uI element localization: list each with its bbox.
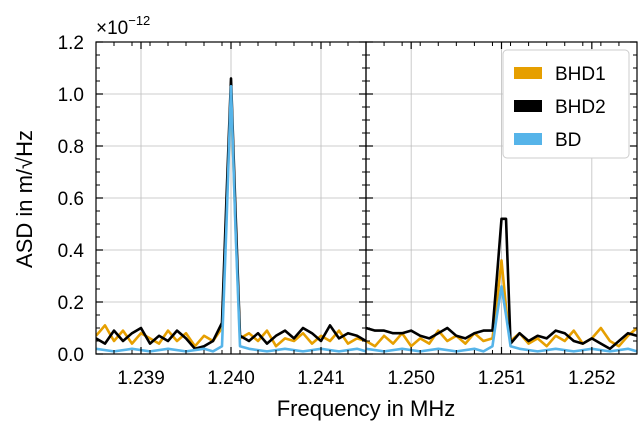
legend-label-bhd1: BHD1 bbox=[555, 64, 606, 85]
y-tick-label: 0.0 bbox=[58, 345, 84, 366]
y-tick-label: 0.4 bbox=[58, 241, 85, 262]
series-line-bhd2 bbox=[96, 77, 366, 351]
legend-swatch-bhd1 bbox=[514, 67, 542, 79]
y-tick-label: 0.6 bbox=[58, 189, 84, 210]
legend-label-bd: BD bbox=[555, 130, 581, 151]
legend-swatch-bhd2 bbox=[514, 100, 542, 112]
y-axis-multiplier: ×10−12 bbox=[96, 13, 150, 39]
legend-label-bhd2: BHD2 bbox=[555, 97, 606, 118]
x-tick-label: 1.241 bbox=[297, 368, 345, 389]
legend: BHD1 BHD2 BD bbox=[502, 49, 630, 159]
x-tick-labels: 1.239 1.240 1.241 1.250 1.251 1.252 bbox=[117, 368, 615, 389]
series-line-bhd2 bbox=[366, 217, 637, 351]
right-panel bbox=[365, 41, 638, 355]
legend-swatch-bd bbox=[514, 133, 542, 145]
y-tick-label: 0.2 bbox=[58, 293, 84, 314]
x-tick-label: 1.250 bbox=[387, 368, 435, 389]
x-tick-label: 1.252 bbox=[568, 368, 616, 389]
y-axis-label: ASD in m/√Hz bbox=[12, 130, 37, 268]
series-line-bd bbox=[96, 84, 366, 353]
x-tick-label: 1.251 bbox=[478, 368, 526, 389]
x-axis-label: Frequency in MHz bbox=[277, 396, 456, 421]
series-line-bd bbox=[366, 285, 637, 353]
y-tick-label: 1.2 bbox=[58, 33, 84, 54]
left-panel bbox=[95, 41, 367, 355]
y-tick-label: 0.8 bbox=[58, 137, 84, 158]
y-tick-labels: 0.0 0.2 0.4 0.6 0.8 1.0 1.2 bbox=[58, 33, 85, 366]
x-tick-label: 1.239 bbox=[117, 368, 165, 389]
y-tick-label: 1.0 bbox=[58, 85, 84, 106]
x-tick-label: 1.240 bbox=[207, 368, 255, 389]
